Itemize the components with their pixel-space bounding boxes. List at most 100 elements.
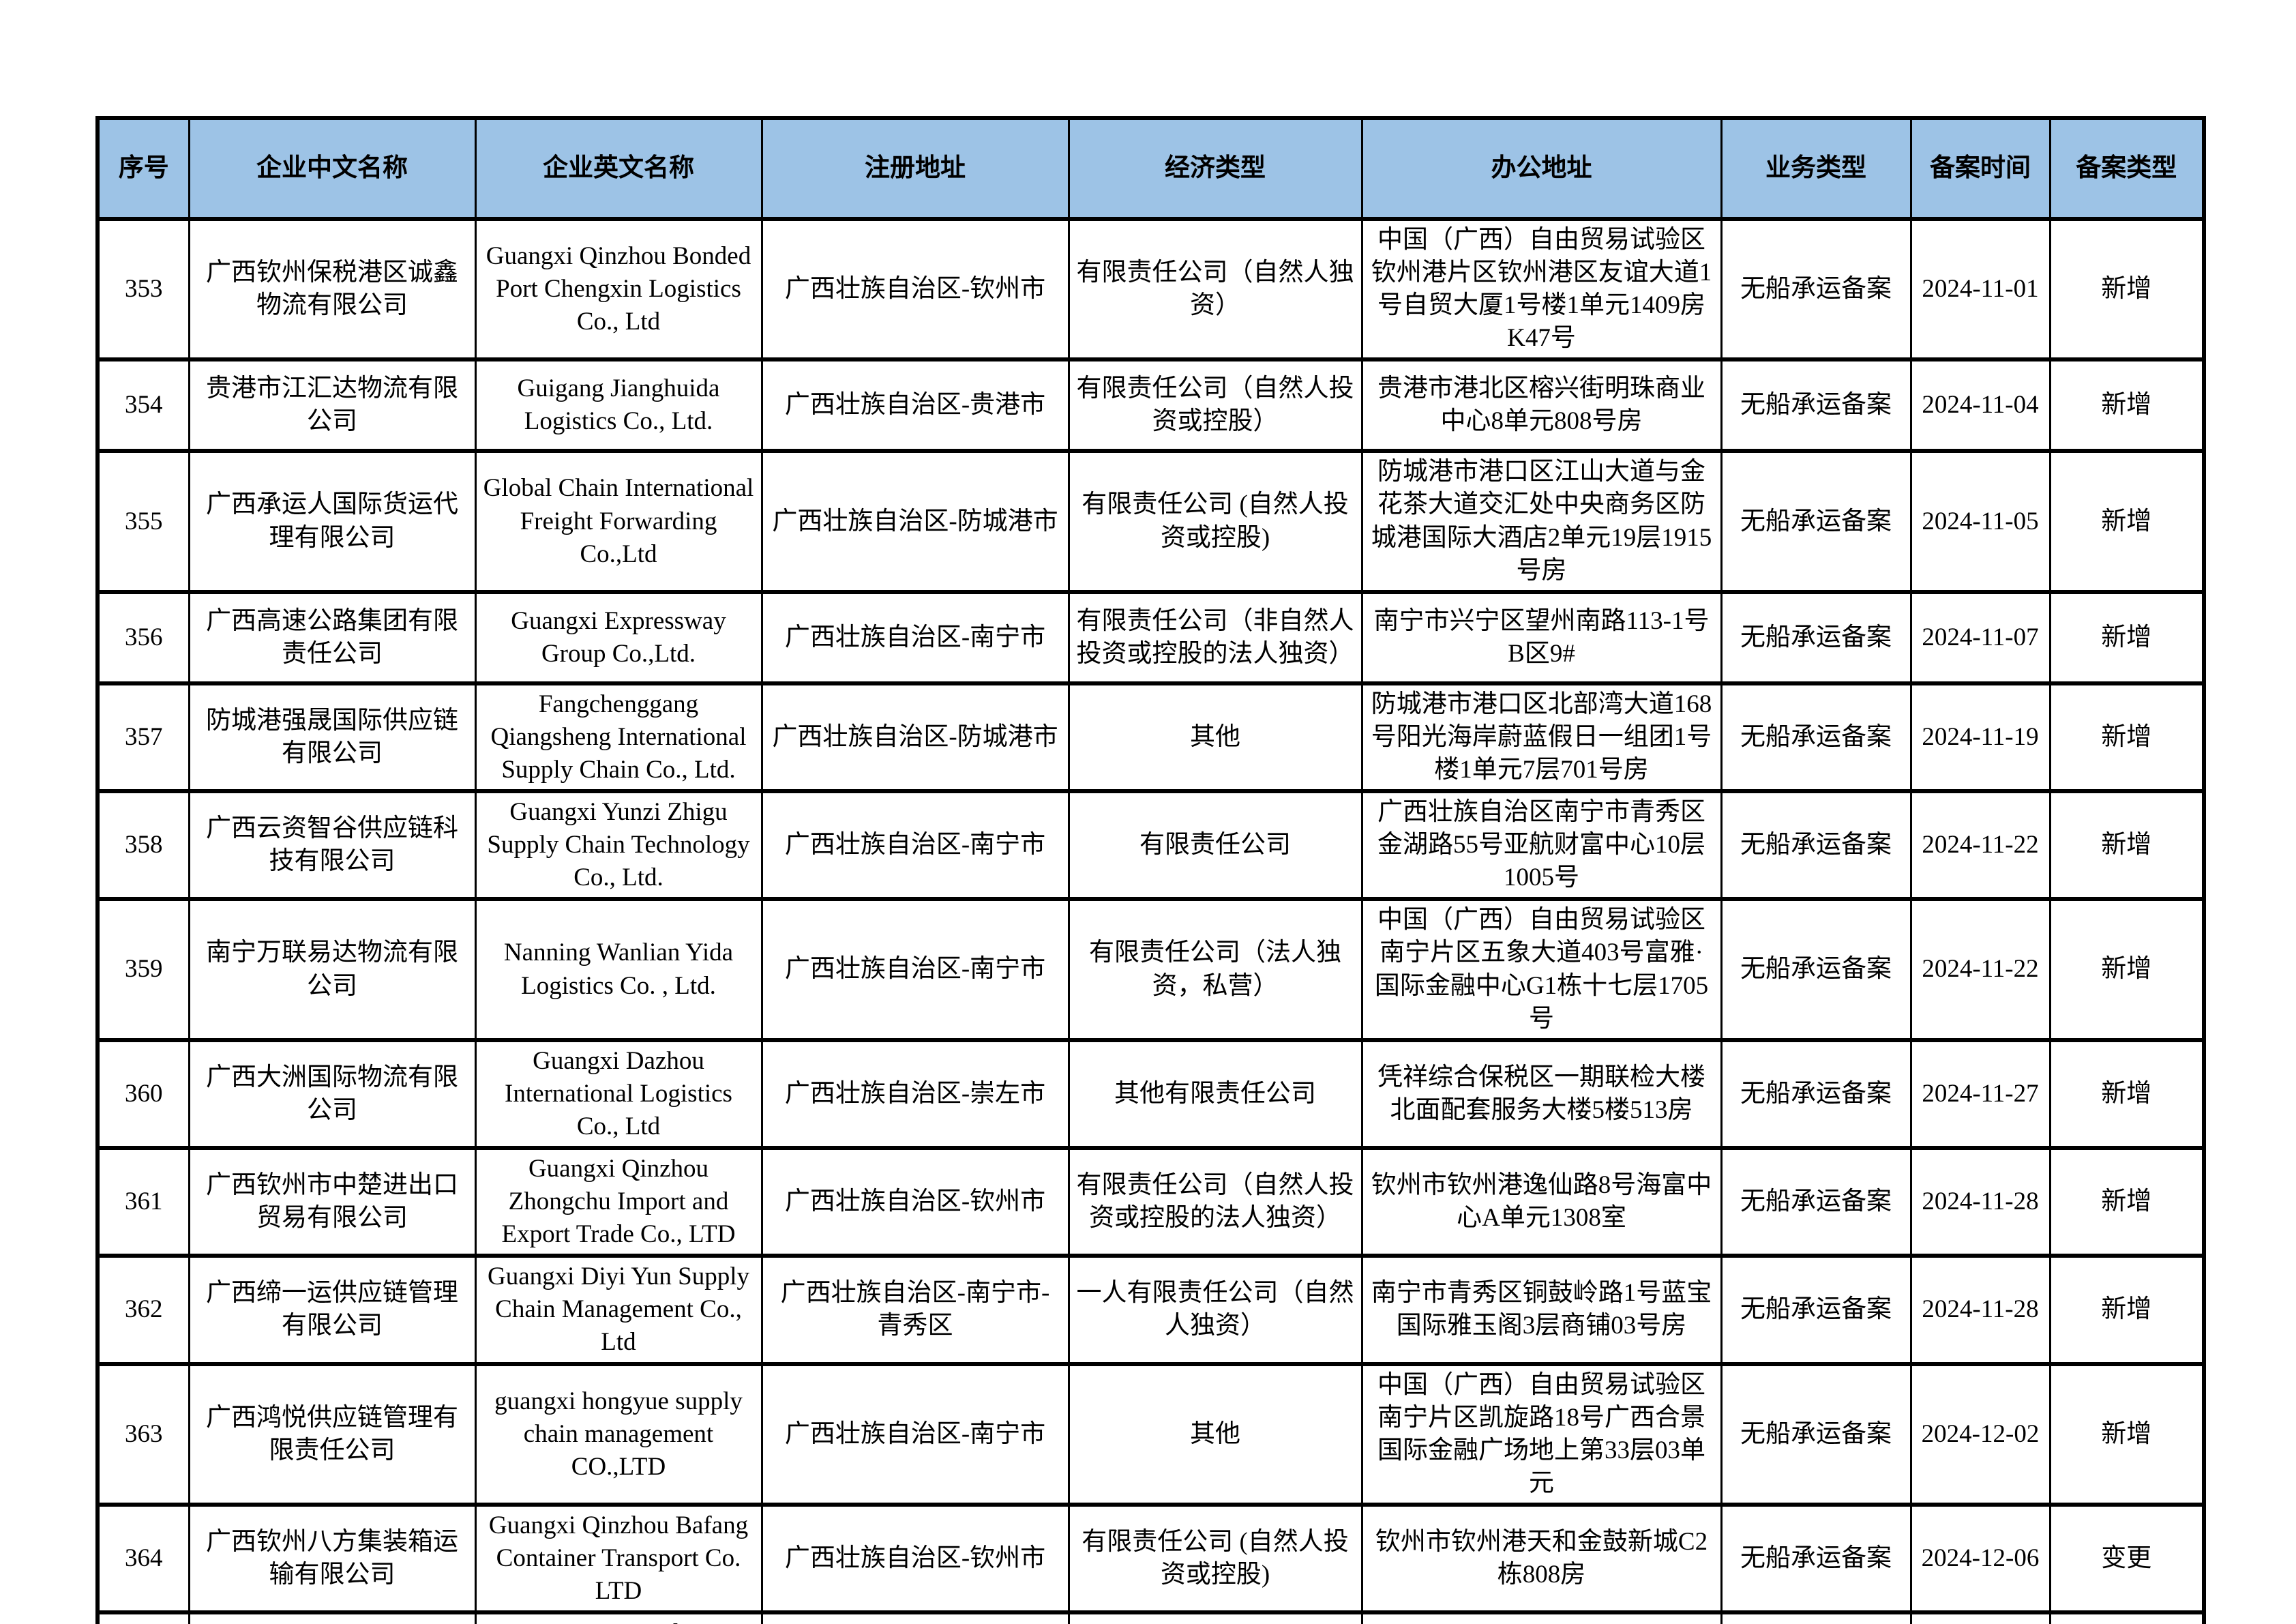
cell-business-type: 无船承运备案 xyxy=(1720,1610,1912,1624)
cell-filing-date: 2024-11-04 xyxy=(1909,357,2051,454)
cell-office-address: 贵港市港北区榕兴街明珠商业中心8单元808号房 xyxy=(1360,357,1723,454)
cell-filing-date: 2024-11-28 xyxy=(1909,1145,2051,1258)
cell-company-name-en: Guangxi Yunzi Zhigu Supply Chain Technol… xyxy=(474,789,763,902)
cell-company-name-en: Guangxi Qinzhou Bafang Container Transpo… xyxy=(474,1502,763,1615)
table-body: 353 广西钦州保税港区诚鑫物流有限公司 Guangxi Qinzhou Bonde… xyxy=(96,216,2205,1624)
cell-registered-address: 广西壮族自治区-防城港市 xyxy=(760,449,1070,594)
cell-company-name-en: Nanning Wanlian Yida Logistics Co. , Ltd… xyxy=(474,897,763,1042)
cell-registered-address: 广西壮族自治区-防城港市 xyxy=(760,681,1070,794)
cell-office-address: 广西南宁市壮锦大道39号绿港国际中心B3栋1103 xyxy=(1360,1610,1723,1624)
column-header-business-type: 业务类型 xyxy=(1720,116,1912,221)
column-header-company-name-cn: 企业中文名称 xyxy=(188,116,477,221)
cell-company-name-en: Guangxi Free Trade Zone Fandong Internat… xyxy=(474,1610,763,1624)
cell-registered-address: 广西壮族自治区-钦州市 xyxy=(760,1145,1070,1258)
cell-seq-number: 359 xyxy=(96,897,190,1042)
cell-business-type: 无船承运备案 xyxy=(1720,1502,1912,1615)
cell-registered-address: 广西壮族自治区-钦州市 xyxy=(760,216,1070,362)
cell-business-type: 无船承运备案 xyxy=(1720,589,1912,685)
cell-company-name-cn: 南宁万联易达物流有限公司 xyxy=(188,897,477,1042)
column-header-office-address: 办公地址 xyxy=(1360,116,1723,221)
cell-office-address: 中国（广西）自由贸易试验区南宁片区五象大道403号富雅·国际金融中心G1栋十七层… xyxy=(1360,897,1723,1042)
cell-office-address: 南宁市青秀区铜鼓岭路1号蓝宝国际雅玉阁3层商铺03号房 xyxy=(1360,1254,1723,1366)
table-row: 358 广西云资智谷供应链科技有限公司 Guangxi Yunzi Zhigu Su… xyxy=(96,789,2205,902)
cell-company-name-cn: 广西云资智谷供应链科技有限公司 xyxy=(188,789,477,902)
cell-registered-address: 广西壮族自治区-崇左市 xyxy=(760,1037,1070,1150)
cell-filing-date: 2024-11-05 xyxy=(1909,449,2051,594)
cell-office-address: 中国（广西）自由贸易试验区南宁片区凯旋路18号广西合景国际金融广场地上第33层0… xyxy=(1360,1361,1723,1507)
cell-seq-number: 357 xyxy=(96,681,190,794)
cell-filing-type: 变更 xyxy=(2048,1502,2205,1615)
cell-business-type: 无船承运备案 xyxy=(1720,1145,1912,1258)
cell-company-name-cn: 防城港强晟国际供应链有限公司 xyxy=(188,681,477,794)
cell-registered-address: 广西壮族自治区-南宁市-青秀区 xyxy=(760,1254,1070,1366)
cell-filing-date: 2024-11-28 xyxy=(1909,1254,2051,1366)
cell-registered-address: 广西壮族自治区-南宁市 xyxy=(760,897,1070,1042)
cell-company-name-cn: 广西鸿悦供应链管理有限责任公司 xyxy=(188,1361,477,1507)
cell-business-type: 无船承运备案 xyxy=(1720,449,1912,594)
cell-registered-address: 广西壮族自治区-南宁市 xyxy=(760,1610,1070,1624)
cell-seq-number: 362 xyxy=(96,1254,190,1366)
cell-office-address: 中国（广西）自由贸易试验区钦州港片区钦州港区友谊大道1号自贸大厦1号楼1单元14… xyxy=(1360,216,1723,362)
cell-economic-type: 其他有限责任公司 xyxy=(1067,1037,1363,1150)
cell-filing-type: 新增 xyxy=(2048,1037,2205,1150)
cell-economic-type: 有限责任公司 (自然人投资或控股) xyxy=(1067,449,1363,594)
cell-company-name-cn: 广西大洲国际物流有限公司 xyxy=(188,1037,477,1150)
cell-filing-type: 新增 xyxy=(2048,1610,2205,1624)
cell-seq-number: 364 xyxy=(96,1502,190,1615)
cell-company-name-en: Guangxi Qinzhou Zhongchu Import and Expo… xyxy=(474,1145,763,1258)
cell-filing-date: 2024-11-01 xyxy=(1909,216,2051,362)
cell-filing-type: 新增 xyxy=(2048,897,2205,1042)
cell-registered-address: 广西壮族自治区-钦州市 xyxy=(760,1502,1070,1615)
cell-filing-type: 新增 xyxy=(2048,789,2205,902)
cell-economic-type: 有限责任公司 (自然人投资或控股) xyxy=(1067,1502,1363,1615)
table-row: 355 广西承运人国际货运代理有限公司 Global Chain Internati… xyxy=(96,449,2205,594)
company-filing-table: 序号 企业中文名称 企业英文名称 注册地址 经济类型 办公地址 业务类型 备案时间 备案类型 3… xyxy=(95,116,2206,1624)
cell-business-type: 无船承运备案 xyxy=(1720,681,1912,794)
table-row: 356 广西高速公路集团有限责任公司 Guangxi Expressway Grou… xyxy=(96,589,2205,685)
cell-office-address: 凭祥综合保税区一期联检大楼北面配套服务大楼5楼513房 xyxy=(1360,1037,1723,1150)
column-header-seq-number: 序号 xyxy=(96,116,190,221)
cell-seq-number: 355 xyxy=(96,449,190,594)
table-row: 360 广西大洲国际物流有限公司 Guangxi Dazhou Internatio… xyxy=(96,1037,2205,1150)
cell-filing-type: 新增 xyxy=(2048,589,2205,685)
cell-seq-number: 363 xyxy=(96,1361,190,1507)
cell-registered-address: 广西壮族自治区-南宁市 xyxy=(760,589,1070,685)
cell-economic-type: 有限责任公司（法人独资，私营） xyxy=(1067,897,1363,1042)
cell-filing-date: 2024-11-27 xyxy=(1909,1037,2051,1150)
cell-business-type: 无船承运备案 xyxy=(1720,1361,1912,1507)
cell-business-type: 无船承运备案 xyxy=(1720,1037,1912,1150)
cell-filing-type: 新增 xyxy=(2048,357,2205,454)
cell-economic-type: 有限责任公司（自然人投资或控股） xyxy=(1067,357,1363,454)
cell-filing-date: 2024-11-22 xyxy=(1909,789,2051,902)
cell-business-type: 无船承运备案 xyxy=(1720,897,1912,1042)
cell-economic-type: 一人有限责任公司（自然人独资） xyxy=(1067,1254,1363,1366)
cell-company-name-cn: 贵港市江汇达物流有限公司 xyxy=(188,357,477,454)
table-row: 353 广西钦州保税港区诚鑫物流有限公司 Guangxi Qinzhou Bonde… xyxy=(96,216,2205,362)
cell-filing-type: 新增 xyxy=(2048,1145,2205,1258)
cell-business-type: 无船承运备案 xyxy=(1720,357,1912,454)
cell-company-name-cn: 广西高速公路集团有限责任公司 xyxy=(188,589,477,685)
cell-office-address: 南宁市兴宁区望州南路113-1号B区9# xyxy=(1360,589,1723,685)
column-header-economic-type: 经济类型 xyxy=(1067,116,1363,221)
table-row: 361 广西钦州市中楚进出口贸易有限公司 Guangxi Qinzhou Zhong… xyxy=(96,1145,2205,1258)
cell-business-type: 无船承运备案 xyxy=(1720,789,1912,902)
cell-company-name-en: Guigang Jianghuida Logistics Co., Ltd. xyxy=(474,357,763,454)
cell-filing-type: 新增 xyxy=(2048,216,2205,362)
header-row: 序号 企业中文名称 企业英文名称 注册地址 经济类型 办公地址 业务类型 备案时间 备案类型 xyxy=(96,116,2205,221)
table-row: 359 南宁万联易达物流有限公司 Nanning Wanlian Yida Logi… xyxy=(96,897,2205,1042)
column-header-company-name-en: 企业英文名称 xyxy=(474,116,763,221)
cell-company-name-en: Global Chain International Freight Forwa… xyxy=(474,449,763,594)
cell-registered-address: 广西壮族自治区-南宁市 xyxy=(760,789,1070,902)
cell-economic-type: 其他有限责任公司 xyxy=(1067,1610,1363,1624)
cell-seq-number: 358 xyxy=(96,789,190,902)
table-row: 357 防城港强晟国际供应链有限公司 Fangchenggang Qiangshen… xyxy=(96,681,2205,794)
cell-office-address: 钦州市钦州港天和金鼓新城C2栋808房 xyxy=(1360,1502,1723,1615)
cell-company-name-cn: 广西承运人国际货运代理有限公司 xyxy=(188,449,477,594)
cell-office-address: 防城港市港口区北部湾大道168号阳光海岸蔚蓝假日一组团1号楼1单元7层701号房 xyxy=(1360,681,1723,794)
table-row: 364 广西钦州八方集装箱运输有限公司 Guangxi Qinzhou Bafang… xyxy=(96,1502,2205,1615)
cell-filing-type: 新增 xyxy=(2048,1361,2205,1507)
cell-office-address: 防城港市港口区江山大道与金花茶大道交汇处中央商务区防城港国际大酒店2单元19层1… xyxy=(1360,449,1723,594)
table-row: 363 广西鸿悦供应链管理有限责任公司 guangxi hongyue supply… xyxy=(96,1361,2205,1507)
cell-company-name-cn: 广西自贸区泛东国际供应链集团有限公司 xyxy=(188,1610,477,1624)
